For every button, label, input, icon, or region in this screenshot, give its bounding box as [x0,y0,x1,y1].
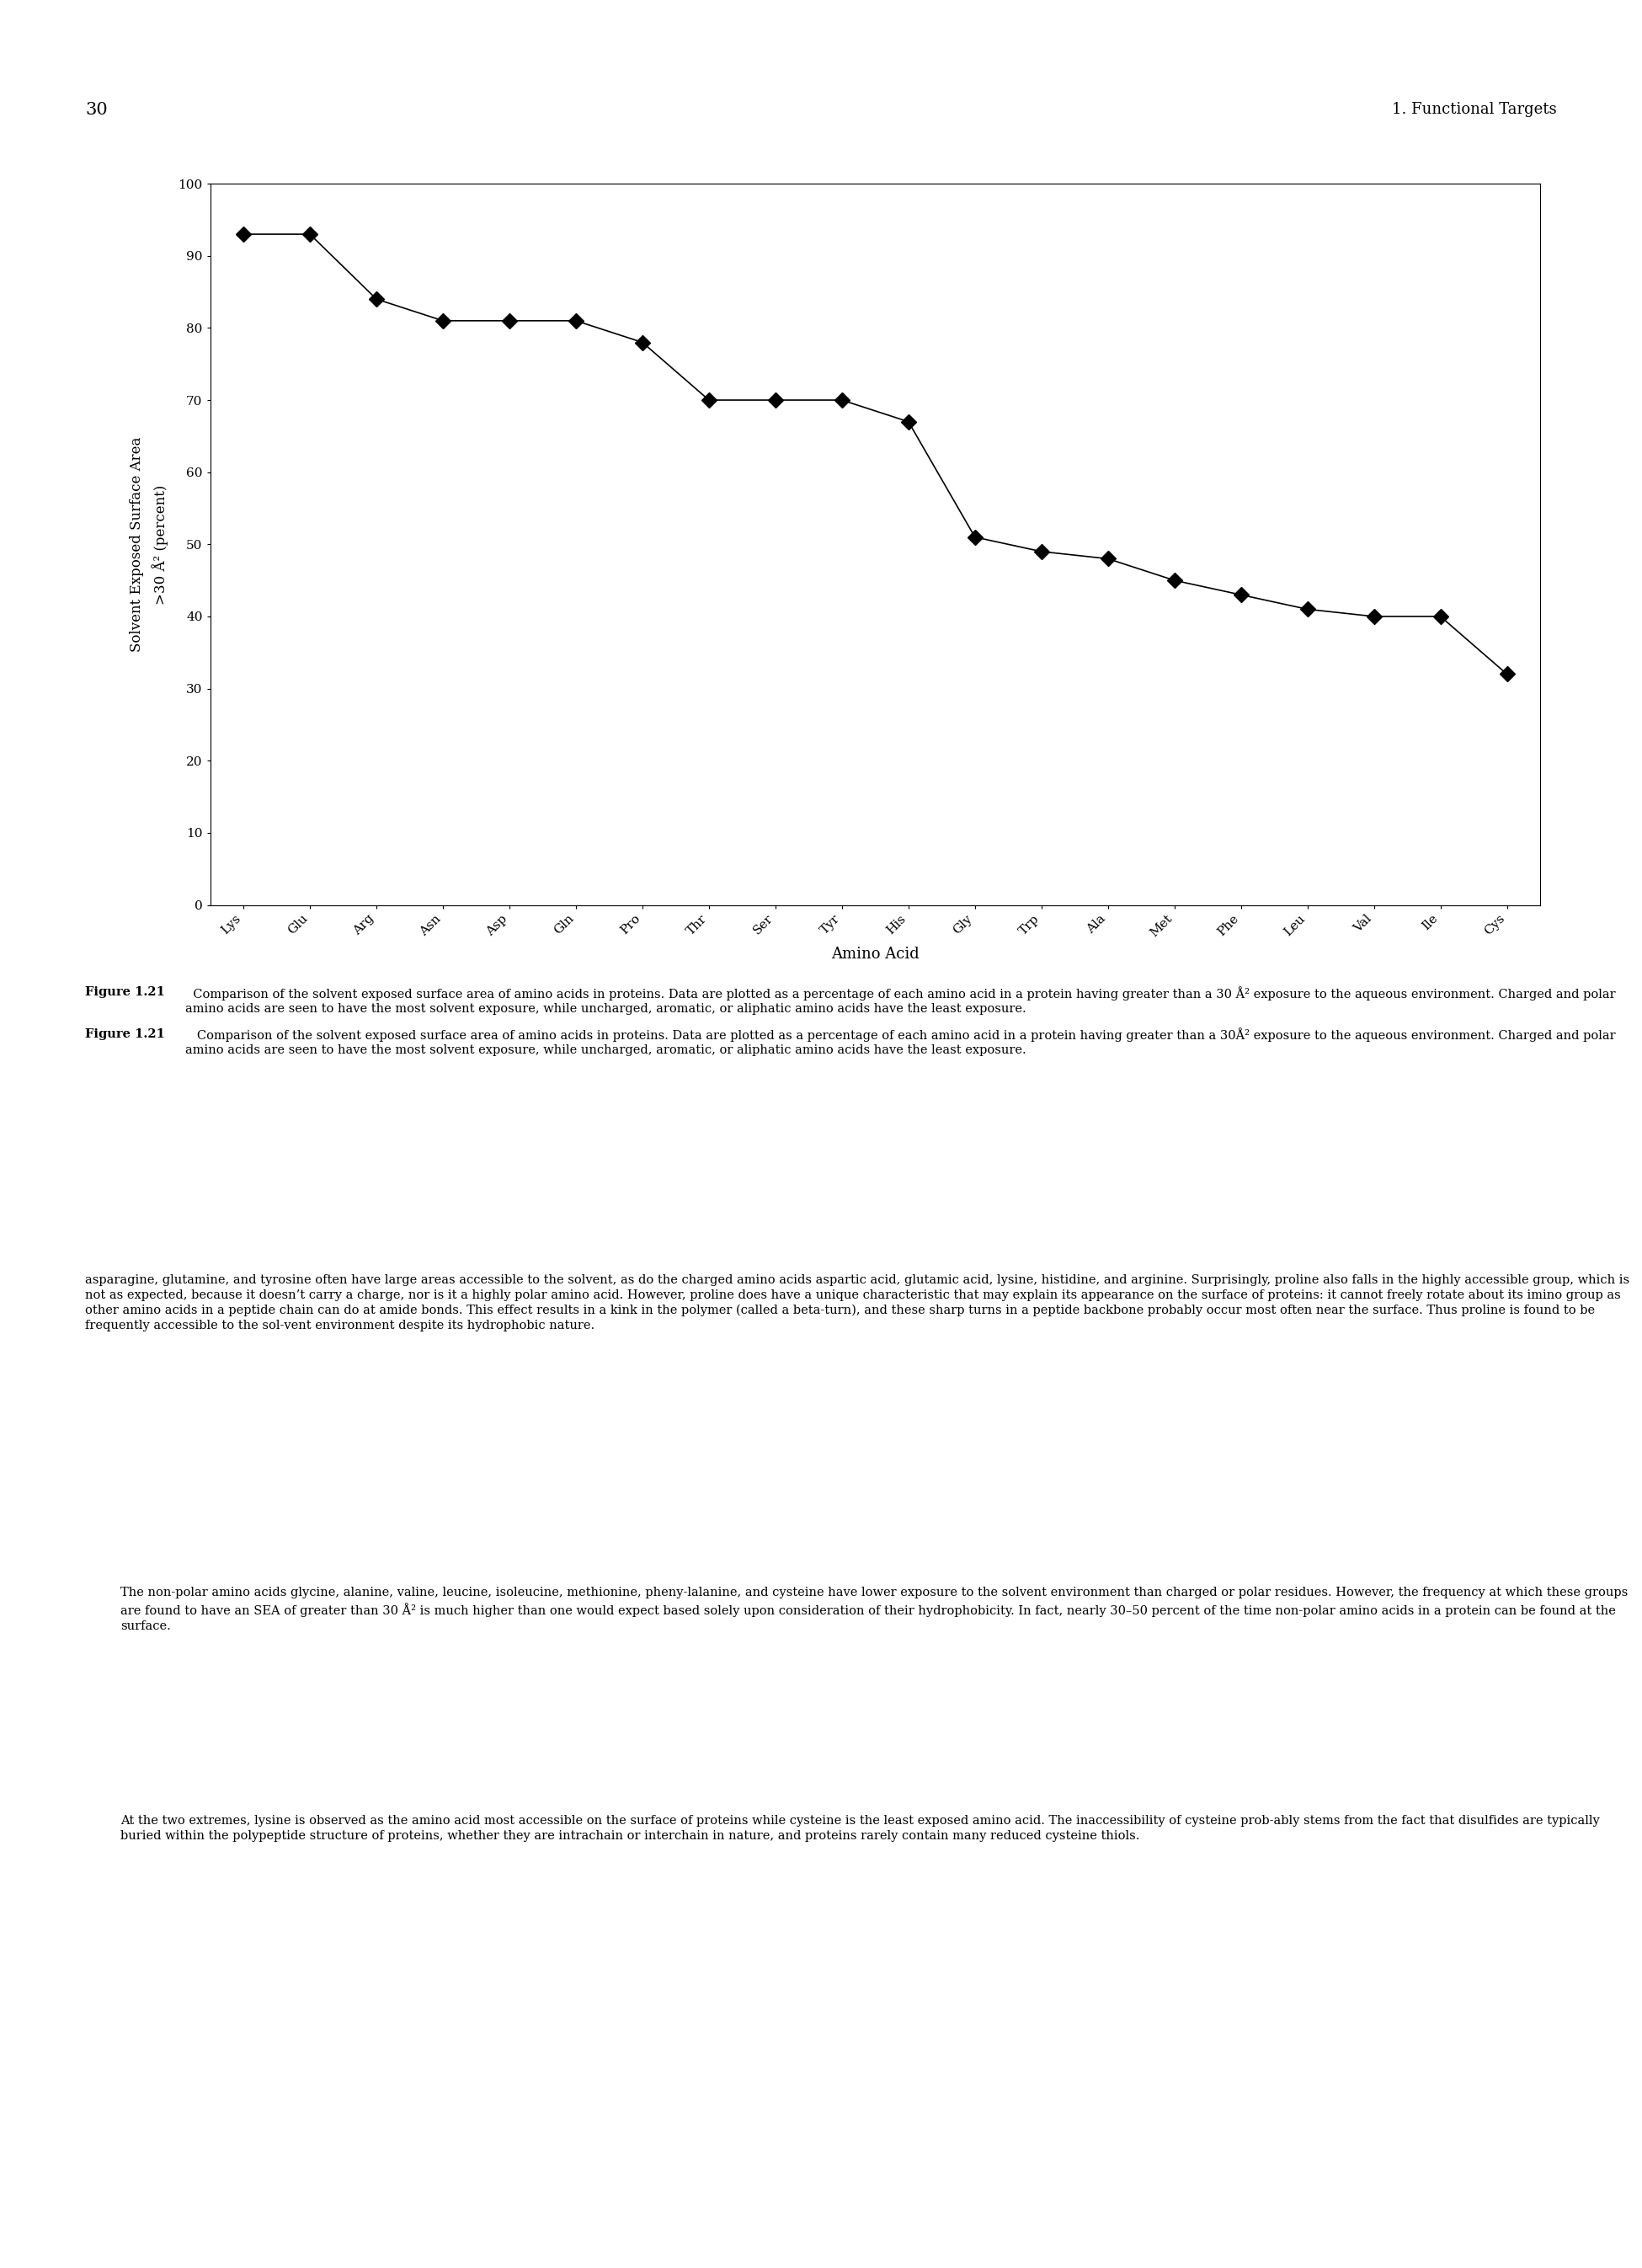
Text: The non-polar amino acids glycine, alanine, valine, leucine, isoleucine, methion: The non-polar amino acids glycine, alani… [122,1588,1629,1633]
Text: At the two extremes, lysine is observed as the amino acid most accessible on the: At the two extremes, lysine is observed … [122,1814,1599,1842]
Text: Comparison of the solvent exposed surface area of amino acids in proteins. Data : Comparison of the solvent exposed surfac… [186,987,1616,1014]
Text: 1. Functional Targets: 1. Functional Targets [1392,102,1557,118]
Text: Figure 1.21: Figure 1.21 [85,987,166,998]
Text: Comparison of the solvent exposed surface area of amino acids in proteins. Data : Comparison of the solvent exposed surfac… [186,1027,1616,1057]
Y-axis label: Solvent Exposed Surface Area
>30 Å² (percent): Solvent Exposed Surface Area >30 Å² (per… [130,438,169,651]
X-axis label: Amino Acid: Amino Acid [831,946,920,962]
Text: 30: 30 [85,102,108,118]
Text: Figure 1.21: Figure 1.21 [85,1027,166,1039]
Text: asparagine, glutamine, and tyrosine often have large areas accessible to the sol: asparagine, glutamine, and tyrosine ofte… [85,1275,1631,1331]
